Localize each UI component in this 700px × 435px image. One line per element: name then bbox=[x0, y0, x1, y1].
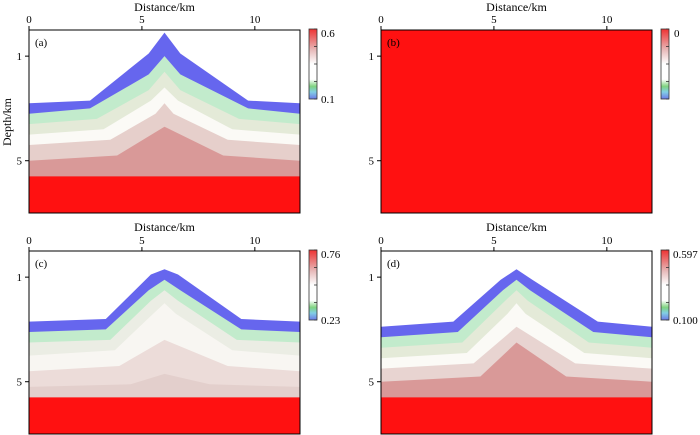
panel-a-colorbar: 0.6 0.1 bbox=[308, 28, 335, 106]
panel-a-y-ticks: 15 bbox=[17, 51, 29, 168]
panel-c-layers bbox=[29, 269, 300, 434]
panel-c-frame bbox=[28, 250, 301, 435]
panel-a-x-ticks: 0 5 10 bbox=[26, 14, 261, 30]
panel-a-frame bbox=[28, 29, 301, 214]
panel-d: 0 5 10 15 Distance/km (d) 0.597 0.100 bbox=[369, 220, 698, 435]
panel-a-y-tick-label-1: 5 bbox=[17, 156, 23, 168]
panel-a-x-tick-label-0: 0 bbox=[26, 14, 32, 26]
panel-a-x-tick-label-1: 5 bbox=[139, 14, 145, 26]
panel-b-layer-0 bbox=[381, 30, 652, 213]
panel-d-y-tick-label-1: 5 bbox=[369, 377, 375, 389]
panel-a-ylabel: Depth/km bbox=[0, 97, 14, 146]
panel-c-colorbar-min: 0.23 bbox=[321, 315, 341, 327]
panel-d-layer-6 bbox=[381, 397, 652, 434]
panel-c-colorbar-max: 0.76 bbox=[321, 249, 341, 261]
panel-b-y-ticks: 15 bbox=[369, 51, 381, 168]
panel-a-layers bbox=[29, 32, 300, 213]
panel-c-y-tick-label-0: 1 bbox=[17, 272, 23, 284]
panel-b-colorbar: 0 bbox=[660, 28, 680, 100]
panel-b-y-tick-label-0: 1 bbox=[369, 51, 375, 63]
panel-d-x-ticks: 0 5 10 bbox=[378, 235, 613, 251]
panel-b-xlabel: Distance/km bbox=[486, 0, 547, 14]
panel-c-label: (c) bbox=[35, 258, 48, 270]
panel-b-frame bbox=[380, 29, 653, 214]
panel-d-colorbar-min: 0.100 bbox=[673, 315, 698, 327]
panel-a-y-tick-label-0: 1 bbox=[17, 51, 23, 63]
panel-c: 0 5 10 15 Distance/km (c) 0.76 0.23 bbox=[17, 220, 341, 435]
panel-b-x-tick-label-0: 0 bbox=[378, 14, 384, 26]
panel-c-xlabel: Distance/km bbox=[134, 220, 195, 234]
panel-b-x-ticks: 0 5 10 bbox=[378, 14, 613, 30]
panel-b-x-tick-label-2: 10 bbox=[601, 14, 613, 26]
panel-d-x-tick-label-1: 5 bbox=[491, 235, 497, 247]
panel-d-x-tick-label-0: 0 bbox=[378, 235, 384, 247]
panel-d-xlabel: Distance/km bbox=[486, 220, 547, 234]
panel-c-x-ticks: 0 5 10 bbox=[26, 235, 261, 251]
panel-d-x-tick-label-2: 10 bbox=[601, 235, 613, 247]
panel-b-x-tick-label-1: 5 bbox=[491, 14, 497, 26]
panel-a-layer-6 bbox=[29, 176, 300, 213]
panel-a-colorbar-min: 0.1 bbox=[321, 94, 335, 106]
panel-c-x-tick-label-2: 10 bbox=[249, 235, 261, 247]
panel-a: 0 5 10 15 Distance/km Depth/km (a) 0.6 0.1 bbox=[0, 0, 335, 214]
panel-b: 0 5 10 15 Distance/km (b) 0 bbox=[369, 0, 680, 214]
panel-b-y-tick-label-1: 5 bbox=[369, 156, 375, 168]
panel-c-y-ticks: 15 bbox=[17, 272, 29, 389]
panel-c-x-tick-label-0: 0 bbox=[26, 235, 32, 247]
panel-d-y-tick-label-0: 1 bbox=[369, 272, 375, 284]
panel-a-label: (a) bbox=[35, 37, 48, 49]
panel-d-frame bbox=[380, 250, 653, 435]
panel-c-colorbar: 0.76 0.23 bbox=[308, 249, 341, 327]
panel-b-label: (b) bbox=[387, 37, 400, 49]
panel-d-y-ticks: 15 bbox=[369, 272, 381, 389]
panel-c-x-tick-label-1: 5 bbox=[139, 235, 145, 247]
panel-c-layer-6 bbox=[29, 397, 300, 434]
panel-d-colorbar-max: 0.597 bbox=[673, 249, 698, 261]
panel-a-xlabel: Distance/km bbox=[134, 0, 195, 14]
panel-d-layers bbox=[381, 269, 652, 434]
panel-b-colorbar-max: 0 bbox=[674, 28, 680, 40]
panel-a-colorbar-max: 0.6 bbox=[321, 28, 335, 40]
panel-d-label: (d) bbox=[387, 258, 400, 270]
panel-d-colorbar: 0.597 0.100 bbox=[660, 249, 698, 327]
panel-a-x-tick-label-2: 10 bbox=[249, 14, 261, 26]
panel-c-y-tick-label-1: 5 bbox=[17, 377, 23, 389]
panel-b-layers bbox=[381, 30, 652, 213]
